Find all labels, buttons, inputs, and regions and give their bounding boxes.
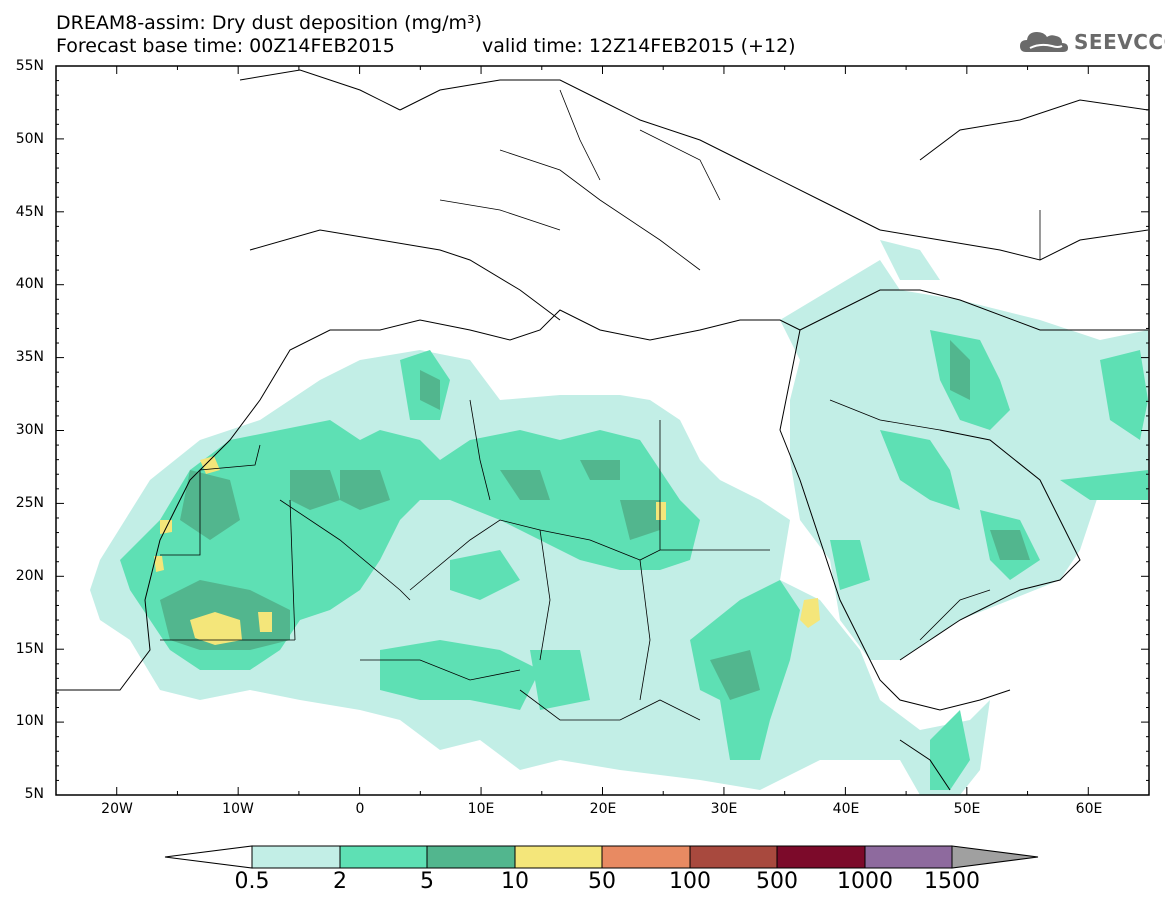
lon-tick-label: 30E bbox=[710, 801, 738, 817]
lon-tick-label: 20W bbox=[101, 801, 133, 817]
valid-time: valid time: 12Z14FEB2015 (+12) bbox=[482, 35, 796, 57]
colorbar-label: 0.5 bbox=[234, 869, 270, 894]
lon-tick-label: 0 bbox=[355, 801, 365, 817]
axis-ticks bbox=[55, 65, 1150, 796]
colorbar-label: 5 bbox=[420, 869, 434, 894]
logo-text: SEEVCCC bbox=[1074, 30, 1165, 54]
seevccc-logo: SEEVCCC bbox=[1018, 26, 1165, 58]
lat-tick-label: 55N bbox=[15, 58, 44, 74]
lat-tick-label: 30N bbox=[15, 422, 44, 438]
country-borders bbox=[160, 89, 1041, 721]
contour-level-10 bbox=[154, 456, 820, 645]
colorbar-box bbox=[776, 845, 866, 869]
colorbar-box bbox=[514, 845, 603, 869]
colorbar-box bbox=[339, 845, 428, 869]
cloud-icon bbox=[1020, 32, 1068, 52]
lat-tick-label: 25N bbox=[15, 495, 44, 511]
colorbar-label: 2 bbox=[333, 869, 347, 894]
lat-tick-label: 35N bbox=[15, 349, 44, 365]
colorbar-label: 100 bbox=[669, 869, 711, 894]
plot-area bbox=[56, 66, 1149, 795]
coastlines bbox=[56, 69, 1149, 791]
colorbar-box bbox=[426, 845, 516, 869]
colorbar-box bbox=[864, 845, 953, 869]
lon-tick-label: 60E bbox=[1075, 801, 1103, 817]
lat-tick-label: 45N bbox=[15, 204, 44, 220]
lat-tick-label: 20N bbox=[15, 568, 44, 584]
lon-tick-label: 20E bbox=[589, 801, 617, 817]
contour-level-5 bbox=[160, 340, 1030, 700]
colorbar-label: 500 bbox=[756, 869, 798, 894]
lat-tick-label: 5N bbox=[24, 786, 44, 802]
lat-tick-label: 50N bbox=[15, 131, 44, 147]
lon-tick-label: 10E bbox=[467, 801, 495, 817]
colorbar-box bbox=[689, 845, 778, 869]
lon-tick-label: 50E bbox=[953, 801, 981, 817]
lat-tick-label: 40N bbox=[15, 276, 44, 292]
colorbar-box bbox=[251, 845, 341, 869]
colorbar-low-arrow bbox=[164, 845, 253, 869]
lat-tick-label: 15N bbox=[15, 641, 44, 657]
lon-tick-label: 10W bbox=[222, 801, 254, 817]
colorbar-label: 10 bbox=[501, 869, 529, 894]
colorbar-high-arrow bbox=[951, 845, 1039, 869]
forecast-base-time: Forecast base time: 00Z14FEB2015 bbox=[56, 35, 395, 57]
lat-tick-label: 10N bbox=[15, 713, 44, 729]
colorbar-label: 1000 bbox=[837, 869, 893, 894]
colorbar-label: 1500 bbox=[924, 869, 980, 894]
lon-tick-label: 40E bbox=[832, 801, 860, 817]
colorbar-box bbox=[601, 845, 691, 869]
colorbar-label: 50 bbox=[588, 869, 616, 894]
map-title: DREAM8-assim: Dry dust deposition (mg/m³… bbox=[56, 12, 483, 34]
